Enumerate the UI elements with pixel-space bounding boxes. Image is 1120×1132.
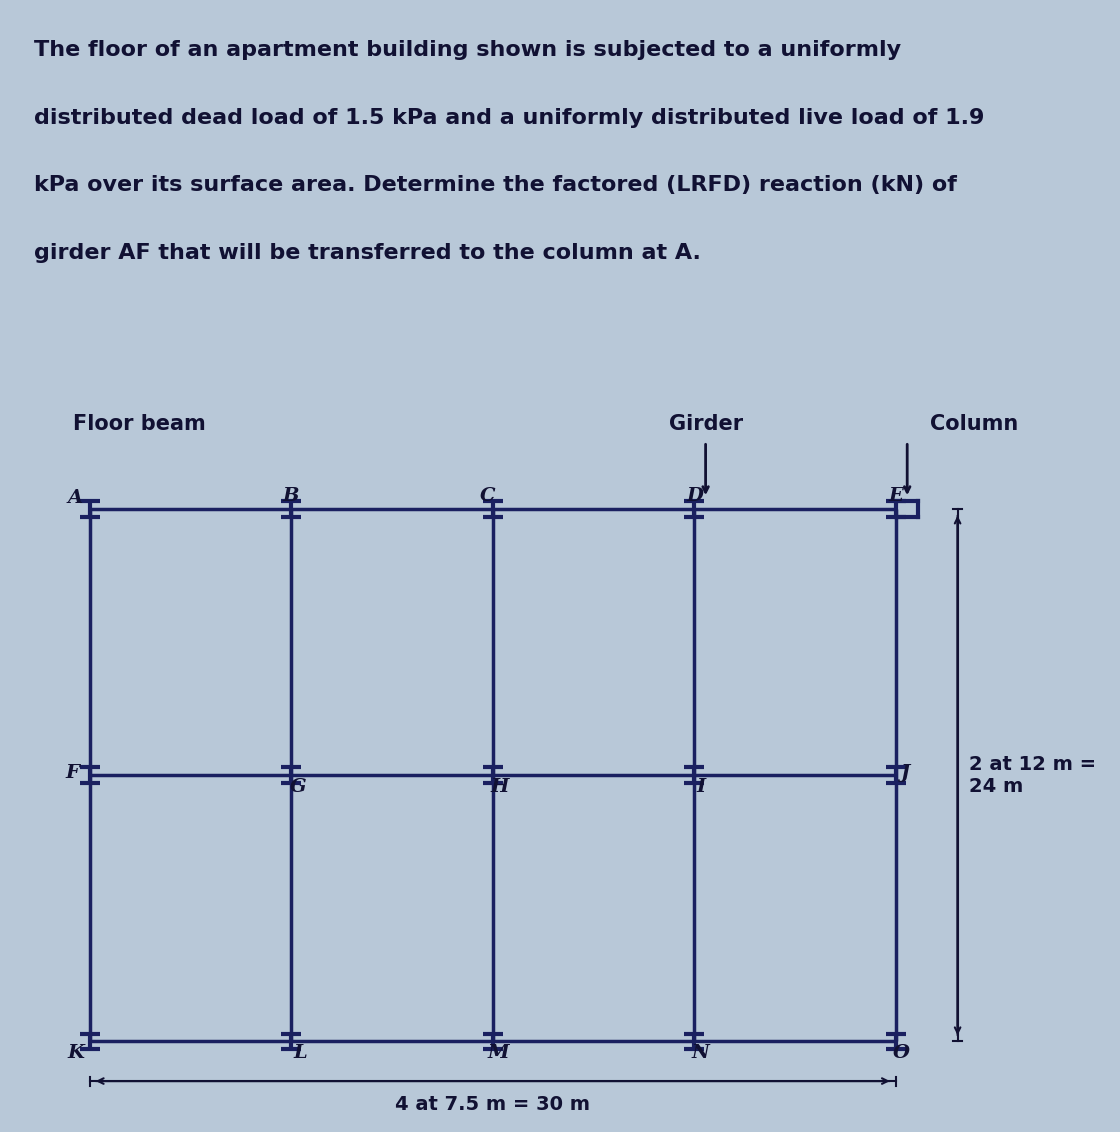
- Text: Girder: Girder: [669, 414, 743, 435]
- Text: girder AF that will be transferred to the column at A.: girder AF that will be transferred to th…: [34, 243, 700, 264]
- Text: I: I: [697, 778, 706, 796]
- Text: J: J: [900, 764, 909, 782]
- Text: A: A: [67, 489, 83, 507]
- Text: G: G: [290, 778, 306, 796]
- Text: kPa over its surface area. Determine the factored (LRFD) reaction (kN) of: kPa over its surface area. Determine the…: [34, 175, 956, 196]
- Text: F: F: [66, 764, 80, 782]
- Text: E: E: [888, 487, 904, 505]
- Text: 4 at 7.5 m = 30 m: 4 at 7.5 m = 30 m: [395, 1095, 590, 1114]
- Text: K: K: [67, 1044, 85, 1062]
- Text: H: H: [491, 778, 508, 796]
- Text: N: N: [691, 1044, 709, 1062]
- Text: O: O: [893, 1044, 911, 1062]
- Text: Column: Column: [930, 414, 1018, 435]
- Text: Floor beam: Floor beam: [73, 414, 206, 435]
- Text: The floor of an apartment building shown is subjected to a uniformly: The floor of an apartment building shown…: [34, 40, 900, 60]
- Text: D: D: [685, 487, 703, 505]
- Text: B: B: [283, 487, 299, 505]
- Text: 2 at 12 m =
24 m: 2 at 12 m = 24 m: [969, 755, 1096, 796]
- Text: distributed dead load of 1.5 kPa and a uniformly distributed live load of 1.9: distributed dead load of 1.5 kPa and a u…: [34, 108, 984, 128]
- Text: L: L: [293, 1044, 307, 1062]
- Text: M: M: [487, 1044, 510, 1062]
- Text: C: C: [479, 487, 495, 505]
